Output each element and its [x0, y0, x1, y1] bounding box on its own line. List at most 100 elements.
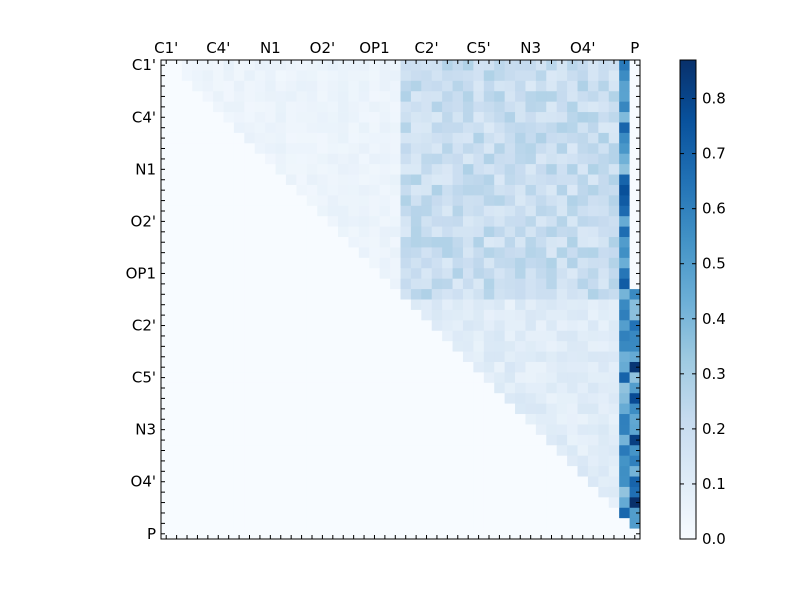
heatmap-cell [598, 403, 610, 415]
heatmap-cell [567, 486, 578, 498]
heatmap-cell [442, 226, 453, 238]
heatmap-cell [608, 237, 620, 248]
heatmap-cell [348, 414, 360, 425]
heatmap-cell [546, 466, 558, 477]
heatmap-cell [421, 101, 433, 113]
heatmap-cell [379, 132, 391, 144]
heatmap-cell [619, 184, 630, 196]
heatmap-cell [369, 80, 381, 92]
heatmap-cell [358, 164, 370, 175]
heatmap-cell [619, 476, 630, 488]
heatmap-cell [358, 237, 370, 248]
heatmap-cell [483, 153, 495, 165]
heatmap-cell [421, 70, 433, 82]
heatmap-cell [285, 518, 297, 529]
heatmap-cell [629, 143, 641, 155]
heatmap-cell [254, 237, 266, 248]
heatmap-cell [462, 372, 474, 384]
heatmap-cell [244, 299, 256, 311]
heatmap-cell [494, 341, 506, 352]
heatmap-cell [483, 330, 495, 342]
heatmap-cell [265, 424, 276, 436]
heatmap-cell [587, 320, 599, 332]
heatmap-cell [348, 132, 360, 144]
heatmap-cell [327, 205, 339, 217]
heatmap-cell [587, 309, 599, 321]
heatmap-cell [431, 216, 443, 228]
heatmap-cell [442, 112, 453, 123]
heatmap-cell [608, 226, 620, 238]
heatmap-cell [598, 216, 610, 228]
heatmap-cell [577, 466, 589, 477]
heatmap-cell [608, 132, 620, 144]
heatmap-cell [410, 309, 422, 321]
heatmap-cell [504, 341, 516, 352]
heatmap-cell [494, 434, 506, 446]
heatmap-cell [296, 403, 308, 415]
heatmap-cell [629, 382, 641, 394]
heatmap-cell [327, 476, 339, 488]
heatmap-cell [556, 80, 568, 92]
heatmap-cell [483, 268, 495, 280]
heatmap-cell [265, 80, 276, 92]
heatmap-cell [431, 424, 443, 436]
heatmap-cell [515, 403, 526, 415]
heatmap-cell [535, 278, 547, 290]
heatmap-cell [327, 382, 339, 394]
heatmap-cell [608, 205, 620, 217]
heatmap-cell [296, 101, 308, 113]
heatmap-cell [390, 101, 401, 113]
heatmap-cell [369, 205, 381, 217]
heatmap-cell [546, 414, 558, 425]
heatmap-cell [233, 122, 245, 134]
heatmap-cell [546, 195, 558, 207]
heatmap-cell [275, 268, 287, 280]
heatmap-cell [473, 507, 485, 519]
heatmap-cell [619, 445, 630, 457]
heatmap-cell [431, 497, 443, 509]
heatmap-cell [587, 528, 599, 540]
heatmap-cell [317, 91, 329, 103]
heatmap-cell [379, 143, 391, 155]
heatmap-cell [442, 403, 453, 415]
heatmap-cell [400, 278, 412, 290]
heatmap-cell [379, 237, 391, 248]
heatmap-cell [223, 289, 235, 300]
heatmap-cell [390, 528, 401, 540]
heatmap-cell [348, 497, 360, 509]
heatmap-cell [338, 122, 349, 134]
heatmap-cell [577, 153, 589, 165]
heatmap-cell [515, 80, 526, 92]
heatmap-cell [483, 414, 495, 425]
heatmap-cell [587, 195, 599, 207]
heatmap-cell [587, 289, 599, 300]
heatmap-cell [233, 403, 245, 415]
heatmap-cell [390, 278, 401, 290]
heatmap-cell [525, 205, 537, 217]
row-label: C4' [132, 108, 156, 126]
heatmap-cell [348, 143, 360, 155]
heatmap-cell [410, 70, 422, 82]
heatmap-cell [473, 91, 485, 103]
heatmap-cell [504, 153, 516, 165]
heatmap-cell [369, 486, 381, 498]
heatmap-cell [556, 205, 568, 217]
heatmap-cell [494, 237, 506, 248]
heatmap-cell [577, 309, 589, 321]
heatmap-cell [254, 372, 266, 384]
heatmap-cell [317, 153, 329, 165]
column-label: OP1 [359, 39, 389, 57]
heatmap-cell [327, 372, 339, 384]
heatmap-cell [567, 476, 578, 488]
heatmap-cell [254, 518, 266, 529]
heatmap-cell [598, 268, 610, 280]
heatmap-cell [535, 91, 547, 103]
heatmap-cell [223, 361, 235, 373]
heatmap-cell [577, 351, 589, 363]
heatmap-cell [619, 122, 630, 134]
heatmap-cell [306, 476, 318, 488]
heatmap-cell [598, 205, 610, 217]
heatmap-cell [535, 382, 547, 394]
heatmap-cell [213, 372, 224, 384]
heatmap-cell [317, 403, 329, 415]
